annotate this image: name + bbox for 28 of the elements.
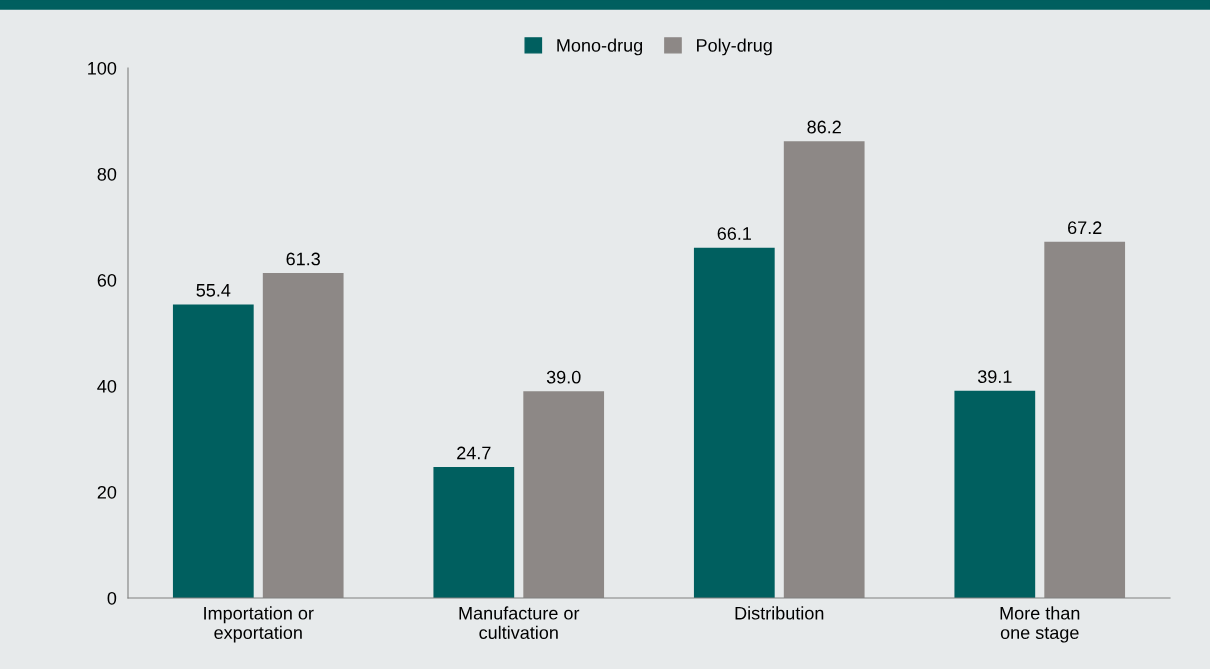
bar [1044, 241, 1126, 598]
y-tick-label: 60 [97, 273, 117, 287]
bar [433, 467, 515, 598]
y-tick-label: 80 [97, 167, 117, 181]
bar [954, 390, 1036, 598]
bar [172, 304, 254, 598]
data-label: 39.0 [546, 370, 581, 384]
data-label: 66.1 [717, 227, 751, 240]
y-tick-label: 40 [97, 379, 117, 393]
y-tick-label: 0 [107, 591, 117, 605]
bar [262, 273, 344, 598]
x-tick-label: Manufacture or cultivation [459, 606, 580, 640]
data-label: 61.3 [286, 252, 320, 266]
data-label: 86.2 [807, 120, 841, 134]
bar [693, 247, 775, 598]
data-label: 24.7 [457, 446, 491, 460]
data-label: 55.4 [196, 284, 231, 297]
x-tick-label: Distribution [735, 606, 824, 620]
data-label: 39.1 [977, 370, 1012, 384]
x-tick-label: More than one stage [1000, 606, 1080, 643]
y-tick-label: 20 [97, 485, 117, 499]
legend-label: Mono-drug [557, 38, 643, 56]
bar [783, 141, 865, 598]
data-label: 67.2 [1068, 221, 1102, 235]
bar [523, 391, 605, 598]
y-tick-label: 100 [88, 61, 117, 75]
x-tick-label: Importation or exportation [204, 606, 314, 643]
legend-label: Poly-drug [697, 38, 772, 56]
